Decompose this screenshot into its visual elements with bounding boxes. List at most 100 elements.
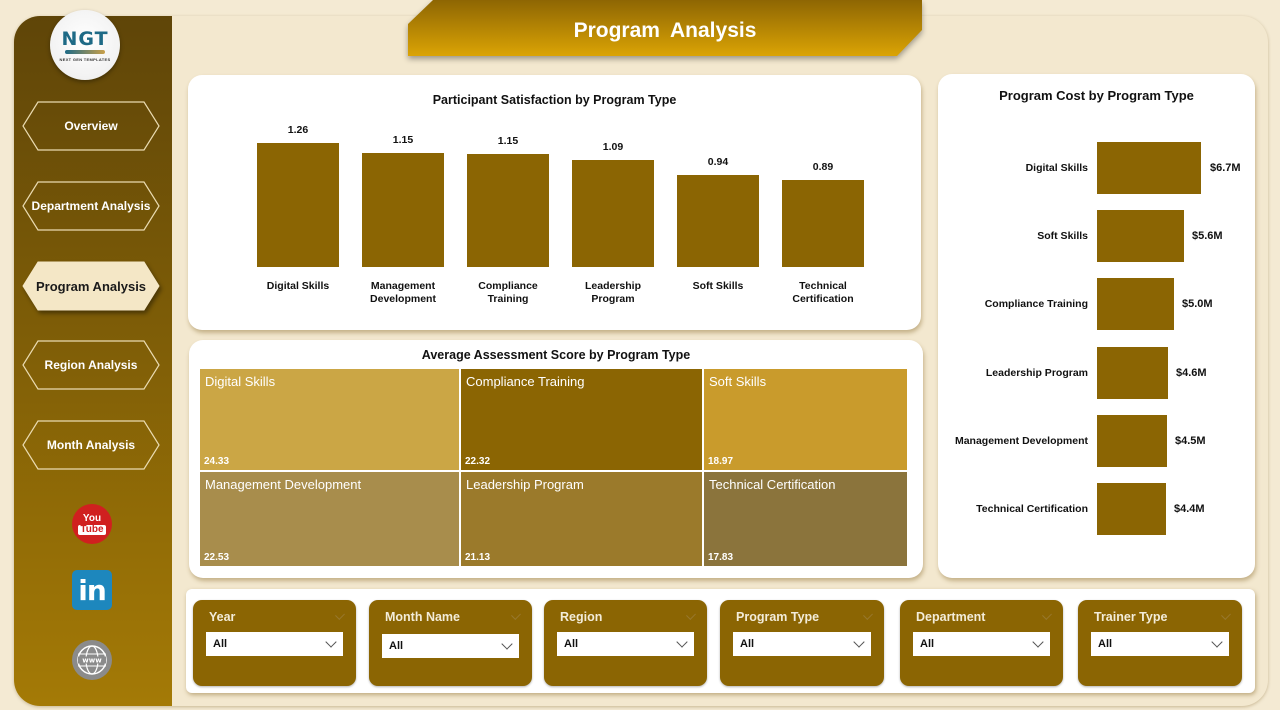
chevron-down-icon — [853, 636, 865, 648]
bar-value: 1.15 — [497, 135, 519, 147]
satisfaction-chart-card: Participant Satisfaction by Program Type… — [188, 75, 921, 330]
program-type-dropdown[interactable]: All — [733, 632, 871, 656]
bar-leadership-program[interactable] — [572, 160, 654, 267]
website-globe-icon[interactable]: www — [72, 640, 112, 680]
slicer-label: Department — [916, 610, 986, 624]
bar-soft-skills[interactable] — [677, 175, 759, 267]
dropdown-value: All — [740, 638, 755, 650]
nav-region-analysis-button[interactable]: Region Analysis — [22, 340, 160, 390]
nav-label: Overview — [64, 119, 118, 133]
hexagon-outline-icon — [22, 101, 160, 151]
clear-filter-icon[interactable] — [686, 610, 696, 620]
hexagon-outline-icon — [22, 340, 160, 390]
nav-label: Month Analysis — [46, 438, 136, 452]
slicer-label: Region — [560, 610, 603, 624]
hbar-digital-skills[interactable] — [1097, 142, 1201, 194]
linkedin-icon[interactable]: in — [72, 570, 112, 610]
trainer-type-dropdown[interactable]: All — [1091, 632, 1229, 656]
treemap-tile-management-development[interactable]: Management Development 22.53 — [200, 472, 459, 566]
slicer-label: Trainer Type — [1094, 610, 1168, 624]
logo-subtext: NEXT GEN TEMPLATES — [59, 56, 111, 62]
dropdown-value: All — [389, 640, 404, 652]
hbar-compliance-training[interactable] — [1097, 278, 1174, 330]
chevron-down-icon — [325, 636, 337, 648]
chevron-down-icon — [1032, 636, 1044, 648]
treemap-tile-digital-skills[interactable]: Digital Skills 24.33 — [200, 369, 459, 470]
tile-label: Compliance Training — [466, 374, 585, 389]
dropdown-value: All — [920, 638, 935, 650]
tile-value: 18.97 — [708, 456, 734, 467]
page-header: Program Analysis — [407, 0, 923, 57]
nav-department-analysis-button[interactable]: Department Analysis — [22, 181, 160, 231]
slicer-region: Region All — [544, 600, 707, 686]
chevron-down-icon — [676, 636, 688, 648]
bar-category-label: Soft Skills — [692, 280, 744, 292]
hbar-category-label: Soft Skills — [1037, 230, 1088, 242]
bar-value: 1.15 — [392, 134, 414, 146]
hexagon-filled-icon — [22, 261, 160, 311]
treemap-tile-soft-skills[interactable]: Soft Skills 18.97 — [704, 369, 907, 470]
tile-label: Management Development — [205, 477, 362, 492]
bar-technical-certification[interactable] — [782, 180, 864, 267]
hbar-value: $5.6M — [1192, 230, 1223, 242]
linkedin-text: in — [78, 573, 107, 607]
nav-program-analysis-button[interactable]: Program Analysis — [22, 261, 160, 311]
bar-management-development[interactable] — [362, 153, 444, 267]
slicer-program-type: Program Type All — [720, 600, 884, 686]
hbar-category-label: Compliance Training — [984, 298, 1088, 310]
hbar-technical-certification[interactable] — [1097, 483, 1166, 535]
treemap-tile-leadership-program[interactable]: Leadership Program 21.13 — [461, 472, 702, 566]
bar-compliance-training[interactable] — [467, 154, 549, 267]
tile-label: Digital Skills — [205, 374, 276, 389]
tile-value: 22.32 — [465, 456, 491, 467]
clear-filter-icon[interactable] — [1221, 610, 1231, 620]
hbar-value: $4.6M — [1176, 367, 1207, 379]
tile-value: 17.83 — [708, 552, 734, 563]
globe-icon: www — [77, 645, 107, 675]
hbar-soft-skills[interactable] — [1097, 210, 1184, 262]
year-dropdown[interactable]: All — [206, 632, 343, 656]
tile-value: 24.33 — [204, 456, 230, 467]
logo-text: NGT — [61, 27, 109, 50]
bar-category-label: Compliance Training — [478, 280, 538, 305]
nav-label: Region Analysis — [44, 358, 138, 372]
page-title: Program Analysis — [573, 19, 757, 42]
slicer-label: Month Name — [385, 610, 460, 624]
hbar-leadership-program[interactable] — [1097, 347, 1168, 399]
slicer-year: Year All — [193, 600, 356, 686]
dropdown-value: All — [213, 638, 228, 650]
hbar-value: $5.0M — [1182, 298, 1213, 310]
dropdown-value: All — [1098, 638, 1113, 650]
ngt-logo: NGT NEXT GEN TEMPLATES — [50, 10, 120, 80]
bar-digital-skills[interactable] — [257, 143, 339, 267]
youtube-text-top: You — [82, 512, 102, 524]
tile-value: 21.13 — [465, 552, 491, 563]
cost-chart-title: Program Cost by Program Type — [999, 88, 1194, 103]
tile-value: 22.53 — [204, 552, 230, 563]
hbar-category-label: Management Development — [954, 435, 1088, 447]
hbar-management-development[interactable] — [1097, 415, 1167, 467]
youtube-icon[interactable]: You Tube — [72, 504, 112, 544]
assessment-chart-title: Average Assessment Score by Program Type — [421, 348, 691, 362]
nav-month-analysis-button[interactable]: Month Analysis — [22, 420, 160, 470]
region-dropdown[interactable]: All — [557, 632, 694, 656]
tile-label: Technical Certification — [709, 477, 836, 492]
hbar-value: $4.5M — [1175, 435, 1206, 447]
clear-filter-icon[interactable] — [1042, 610, 1052, 620]
nav-label: Program Analysis — [35, 278, 147, 294]
clear-filter-icon[interactable] — [511, 610, 521, 620]
chevron-down-icon — [501, 638, 513, 650]
bar-category-label: Technical Certification — [792, 280, 854, 305]
clear-filter-icon[interactable] — [863, 610, 873, 620]
youtube-text-bottom: Tube — [78, 523, 106, 535]
month-name-dropdown[interactable]: All — [382, 634, 519, 658]
hbar-value: $6.7M — [1210, 162, 1241, 174]
bar-value: 0.89 — [812, 161, 834, 173]
clear-filter-icon[interactable] — [335, 610, 345, 620]
treemap-tile-technical-certification[interactable]: Technical Certification 17.83 — [704, 472, 907, 566]
bar-value: 1.09 — [602, 141, 624, 153]
satisfaction-chart-title: Participant Satisfaction by Program Type — [432, 93, 677, 107]
treemap-tile-compliance-training[interactable]: Compliance Training 22.32 — [461, 369, 702, 470]
nav-overview-button[interactable]: Overview — [22, 101, 160, 151]
department-dropdown[interactable]: All — [913, 632, 1050, 656]
